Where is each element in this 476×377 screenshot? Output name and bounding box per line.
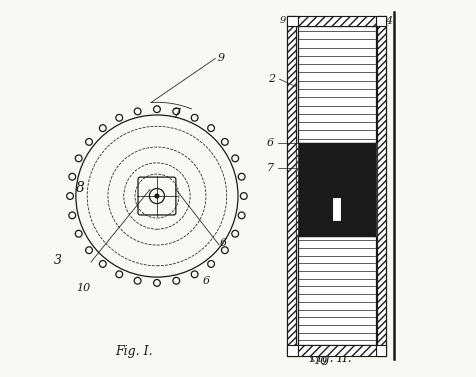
Bar [298,26,376,143]
Text: 4: 4 [385,16,392,26]
Bar [377,16,386,356]
Text: 9: 9 [218,54,225,63]
Text: 7: 7 [173,109,181,121]
Bar [376,16,386,26]
Text: 2: 2 [268,74,276,84]
Bar [298,345,376,356]
Text: 8: 8 [305,16,312,26]
Bar [377,16,386,356]
Bar [298,236,376,345]
Bar [332,197,341,221]
Text: 6: 6 [267,138,274,148]
Bar [287,16,298,26]
Circle shape [155,194,159,198]
Text: Fig. II.: Fig. II. [309,352,352,365]
Text: Fig. I.: Fig. I. [116,345,153,358]
Bar [376,345,386,356]
Text: 7: 7 [267,163,274,173]
Text: 8: 8 [76,181,85,196]
Bar [297,143,298,236]
Text: 6: 6 [202,276,209,286]
Text: 6: 6 [219,238,227,248]
Text: 10: 10 [76,284,90,293]
Text: 10: 10 [313,356,327,366]
Bar [376,143,377,236]
Text: 9: 9 [279,16,286,25]
Text: 3: 3 [54,254,62,267]
Bar [287,16,297,356]
Bar [287,345,298,356]
Bar [298,16,376,26]
Bar [287,16,297,356]
Bar [298,143,376,236]
